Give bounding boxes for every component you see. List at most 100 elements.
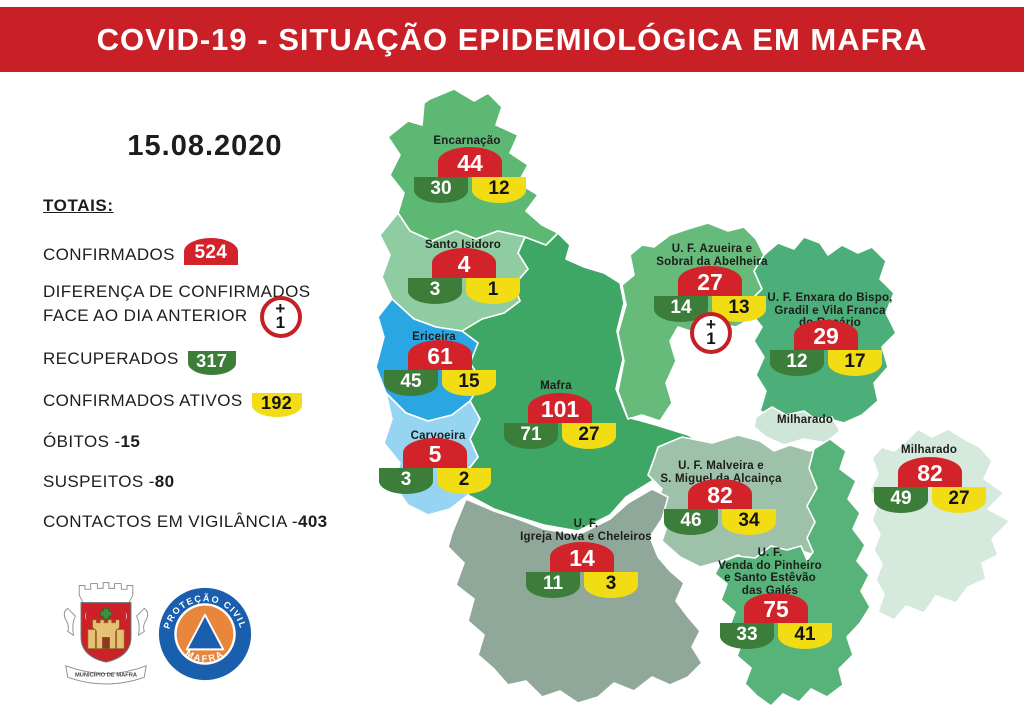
region-diff-plus: + bbox=[706, 315, 716, 334]
badge-recovered-malveira: 46 bbox=[664, 509, 718, 535]
suspects-value: 80 bbox=[154, 472, 175, 491]
deaths-value: 15 bbox=[120, 432, 141, 451]
report-date: 15.08.2020 bbox=[127, 130, 283, 162]
region-label-line: e Santo Estêvão bbox=[724, 572, 816, 584]
contacts-label: CONTACTOS EM VIGILÂNCIA - bbox=[43, 512, 298, 531]
badge-confirmed-milharado: 82 bbox=[898, 457, 962, 487]
badge-recovered-carvoeira: 3 bbox=[379, 468, 433, 494]
diff-label-line2: FACE AO DIA ANTERIOR bbox=[43, 306, 248, 325]
badge-active-malveira: 34 bbox=[722, 509, 776, 535]
region-label-mafra: Mafra bbox=[540, 380, 572, 393]
region-badges-azueira: 14 13 27 bbox=[653, 266, 767, 322]
badge-confirmed-igreja-nova: 14 bbox=[550, 542, 614, 572]
badge-recovered-igreja-nova: 11 bbox=[526, 572, 580, 598]
total-recovered-row: RECUPERADOS 317 bbox=[43, 349, 236, 375]
region-label-santo-isidoro: Santo Isidoro bbox=[425, 239, 501, 252]
badge-confirmed-santo-isidoro: 4 bbox=[432, 248, 496, 278]
badge-active-milharado: 27 bbox=[932, 487, 986, 513]
badge-active-encarnacao: 12 bbox=[472, 177, 526, 203]
diff-total-circle: + 1 bbox=[259, 296, 302, 338]
badge-recovered-milharado: 49 bbox=[874, 487, 928, 513]
contacts-value: 403 bbox=[297, 512, 328, 531]
badge-confirmed-enxara: 29 bbox=[794, 320, 858, 350]
recovered-label: RECUPERADOS bbox=[43, 349, 179, 368]
badge-recovered-mafra: 71 bbox=[504, 423, 558, 449]
recovered-total-badge: 317 bbox=[187, 351, 236, 375]
active-total-badge: 192 bbox=[251, 393, 302, 417]
diff-row-line2: FACE AO DIA ANTERIOR + 1 bbox=[43, 296, 302, 338]
region-label-malveira: U. F. Malveira eS. Miguel da Alcainça bbox=[660, 460, 781, 485]
region-label-encarnacao: Encarnação bbox=[433, 135, 500, 148]
crest-left-scroll bbox=[63, 607, 76, 637]
diff-plus-sign: + bbox=[275, 299, 286, 318]
region-label-milharado-norte: Milharado bbox=[777, 414, 833, 427]
crest-castle bbox=[87, 619, 125, 649]
region-label-line: Milharado bbox=[776, 414, 834, 426]
region-badges-milharado: 49 27 82 bbox=[873, 457, 987, 513]
civil-triangle-icon bbox=[185, 613, 225, 651]
crest-ribbon bbox=[65, 665, 147, 685]
region-badges-venda-pinheiro: 33 41 75 bbox=[719, 593, 833, 649]
total-active-row: CONFIRMADOS ATIVOS 192 bbox=[43, 391, 302, 417]
badge-confirmed-azueira: 27 bbox=[678, 266, 742, 296]
region-label-azueira: U. F. Azueira e Sobral da Abelheira bbox=[656, 243, 767, 268]
svg-text:MAFRA: MAFRA bbox=[184, 648, 226, 663]
region-badges-igreja-nova: 11 3 14 bbox=[525, 542, 639, 598]
diff-label-line1: DIFERENÇA DE CONFIRMADOS bbox=[43, 282, 311, 301]
region-badges-enxara: 12 17 29 bbox=[769, 320, 883, 376]
region-label-milharado: Milharado bbox=[901, 444, 957, 457]
deaths-label: ÓBITOS - bbox=[43, 432, 121, 451]
contacts-row: CONTACTOS EM VIGILÂNCIA - 403 bbox=[43, 512, 328, 532]
badge-active-igreja-nova: 3 bbox=[584, 572, 638, 598]
badge-confirmed-malveira: 82 bbox=[688, 479, 752, 509]
badge-active-ericeira: 15 bbox=[442, 370, 496, 396]
confirmed-label: CONFIRMADOS bbox=[43, 245, 175, 264]
region-label-line: U. F. Malveira e bbox=[678, 460, 764, 472]
crest-crown bbox=[78, 582, 134, 604]
mafra-municipality-crest-logo: MUNICÍPIO DE MAFRA bbox=[63, 582, 149, 685]
total-confirmed-row: CONFIRMADOS 524 bbox=[43, 238, 238, 265]
suspects-row: SUSPEITOS - 80 bbox=[43, 472, 175, 492]
region-label-line: U. F. Enxara do Bispo, bbox=[767, 292, 893, 304]
badge-active-venda-pinheiro: 41 bbox=[778, 623, 832, 649]
region-label-venda-pinheiro: U. F. Venda do Pinheiro e Santo Estêvão das… bbox=[718, 547, 822, 597]
badge-active-mafra: 27 bbox=[562, 423, 616, 449]
protecao-civil-logo: PROTEÇÃO CIVIL MAFRA bbox=[158, 587, 252, 681]
region-shape-milharado-norte bbox=[753, 406, 841, 446]
region-label-line: S. Miguel da Alcainça bbox=[660, 472, 782, 485]
header-banner: COVID-19 - SITUAÇÃO EPIDEMIOLÓGICA EM MA… bbox=[0, 7, 1024, 72]
region-label-line: Encarnação bbox=[433, 135, 501, 147]
badge-recovered-azueira: 14 bbox=[654, 296, 708, 322]
region-label-igreja-nova: U. F. Igreja Nova e Cheleiros bbox=[520, 518, 652, 543]
region-label-line: Milharado bbox=[900, 444, 958, 456]
page-title: COVID-19 - SITUAÇÃO EPIDEMIOLÓGICA EM MA… bbox=[96, 21, 928, 57]
region-label-line: Sobral da Abelheira bbox=[656, 255, 768, 268]
region-label-line: Santo Isidoro bbox=[424, 239, 502, 251]
region-shape-igreja-nova bbox=[447, 488, 703, 704]
badge-confirmed-venda-pinheiro: 75 bbox=[744, 593, 808, 623]
badge-recovered-enxara: 12 bbox=[770, 350, 824, 376]
diff-total-value: 1 bbox=[275, 313, 286, 332]
crest-crescents bbox=[84, 612, 128, 620]
region-badges-malveira: 46 34 82 bbox=[663, 479, 777, 535]
badge-confirmed-encarnacao: 44 bbox=[438, 147, 502, 177]
suspects-label: SUSPEITOS - bbox=[43, 472, 155, 491]
badge-confirmed-carvoeira: 5 bbox=[403, 438, 467, 468]
badge-active-enxara: 17 bbox=[828, 350, 882, 376]
region-badges-encarnacao: 30 12 44 bbox=[413, 147, 527, 203]
active-label: CONFIRMADOS ATIVOS bbox=[43, 391, 243, 410]
crest-right-scroll bbox=[136, 607, 149, 637]
badge-active-santo-isidoro: 1 bbox=[466, 278, 520, 304]
confirmed-total-badge: 524 bbox=[183, 238, 238, 265]
totals-heading: TOTAIS: bbox=[43, 196, 114, 215]
crest-ribbon-text: MUNICÍPIO DE MAFRA bbox=[75, 670, 137, 678]
diff-row-line1: DIFERENÇA DE CONFIRMADOS bbox=[43, 282, 310, 302]
badge-recovered-encarnacao: 30 bbox=[414, 177, 468, 203]
badge-confirmed-ericeira: 61 bbox=[408, 340, 472, 370]
region-label-line: Mafra bbox=[540, 380, 572, 392]
badge-confirmed-mafra: 101 bbox=[528, 393, 592, 423]
